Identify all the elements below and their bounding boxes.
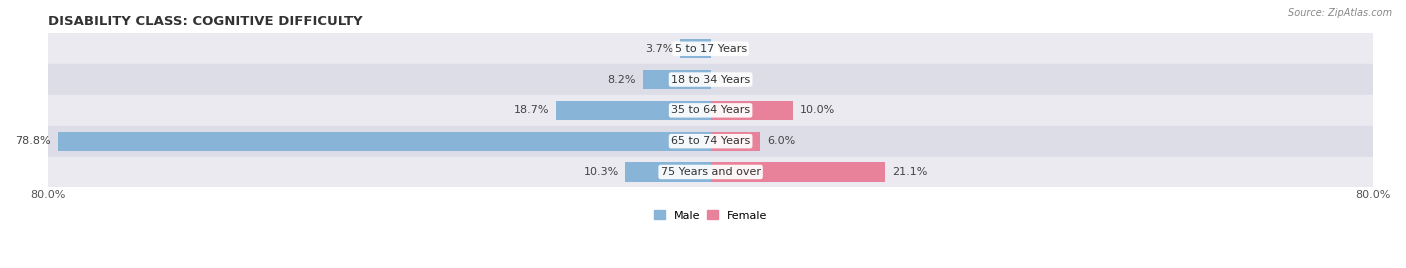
Legend: Male, Female: Male, Female (650, 206, 772, 225)
Text: 65 to 74 Years: 65 to 74 Years (671, 136, 751, 146)
Bar (626, 162, 710, 181)
Bar (48, 126, 1374, 157)
Text: 21.1%: 21.1% (891, 167, 928, 177)
Bar (681, 39, 710, 58)
Text: 35 to 64 Years: 35 to 64 Years (671, 105, 751, 115)
Text: 10.3%: 10.3% (583, 167, 619, 177)
Bar (48, 64, 1374, 95)
Text: 18.7%: 18.7% (513, 105, 550, 115)
Bar (643, 70, 710, 89)
Bar (58, 132, 710, 151)
Text: 8.2%: 8.2% (607, 75, 636, 84)
Bar (48, 33, 1374, 64)
Text: 5 to 17 Years: 5 to 17 Years (675, 44, 747, 54)
Text: 78.8%: 78.8% (15, 136, 51, 146)
Text: 6.0%: 6.0% (766, 136, 796, 146)
Text: Source: ZipAtlas.com: Source: ZipAtlas.com (1288, 8, 1392, 18)
Text: DISABILITY CLASS: COGNITIVE DIFFICULTY: DISABILITY CLASS: COGNITIVE DIFFICULTY (48, 15, 363, 28)
Text: 75 Years and over: 75 Years and over (661, 167, 761, 177)
Text: 18 to 34 Years: 18 to 34 Years (671, 75, 751, 84)
Bar (48, 95, 1374, 126)
Bar (710, 101, 793, 120)
Bar (710, 132, 761, 151)
Text: 10.0%: 10.0% (800, 105, 835, 115)
Text: 0.0%: 0.0% (717, 44, 745, 54)
Text: 3.7%: 3.7% (645, 44, 673, 54)
Bar (710, 162, 886, 181)
Bar (555, 101, 710, 120)
Text: 0.0%: 0.0% (717, 75, 745, 84)
Bar (48, 157, 1374, 187)
